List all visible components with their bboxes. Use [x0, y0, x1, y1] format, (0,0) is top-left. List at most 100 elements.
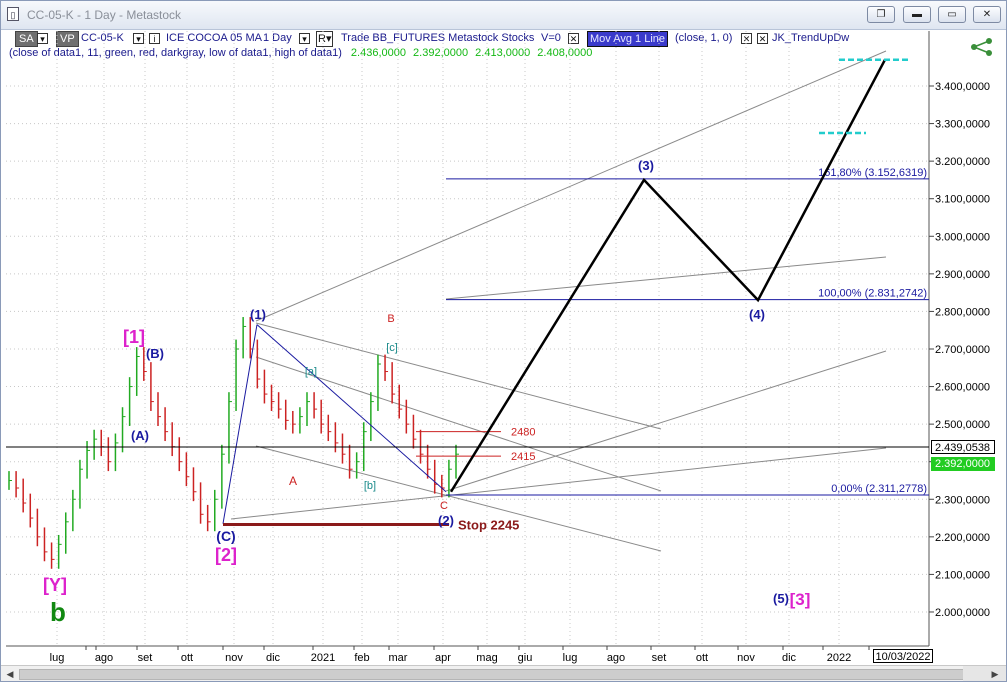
close-icon: ✕: [757, 32, 768, 44]
legend-values: 2.436,0000 2.392,0000 2.413,0000 2.408,0…: [351, 47, 596, 59]
close-button[interactable]: ✕: [973, 6, 1001, 23]
wave-label: (B): [146, 346, 164, 361]
wave-label: A: [289, 474, 297, 488]
remove-trend-button[interactable]: ✕: [757, 31, 768, 45]
instrument-name: ICE COCOA 05 MA: [166, 32, 262, 44]
channel-line: [230, 447, 887, 520]
y-tick-label: 2.100,0000: [935, 569, 990, 581]
wave-label: [c]: [386, 342, 398, 354]
channel-line: [445, 350, 887, 492]
share-icon[interactable]: [969, 37, 995, 57]
remove-volume-button[interactable]: ✕: [568, 31, 579, 45]
scroll-grip: [963, 666, 1006, 681]
document-icon: ▯: [7, 7, 19, 21]
volume-label: V=0: [541, 32, 561, 44]
sa-button[interactable]: SA: [15, 31, 38, 47]
indicator-mov-avg[interactable]: Mov Avg 1 Line: [587, 31, 669, 47]
chevron-down-icon: ▾: [37, 32, 48, 44]
y-tick-label: 3.300,0000: [935, 119, 990, 131]
y-tick-label: 3.100,0000: [935, 194, 990, 206]
chevron-down-icon: ▾: [133, 32, 144, 44]
x-tick-label: giu: [518, 652, 533, 664]
wave-line: [256, 324, 447, 493]
y-tick-label: 2.600,0000: [935, 382, 990, 394]
wave-label: (3): [638, 158, 654, 173]
wave-label: B: [387, 313, 394, 325]
vp-button[interactable]: VP: [56, 31, 79, 47]
wave-label: [1]: [123, 327, 145, 347]
channel-line: [445, 256, 887, 300]
symbol-dropdown[interactable]: ▾: [133, 31, 144, 45]
scroll-right-icon[interactable]: ▶: [991, 669, 999, 679]
minimize-icon: ▬: [912, 9, 922, 20]
wave-label: (1): [250, 307, 266, 322]
resistance-label: 2480: [511, 427, 535, 439]
legend-value: 2.408,0000: [537, 47, 593, 59]
scroll-thumb[interactable]: [19, 669, 981, 680]
y-tick-label: 3.200,0000: [935, 156, 990, 168]
legend-value: 2.436,0000: [350, 47, 406, 59]
projection-path: [449, 59, 887, 493]
fib-level-label: 161,80% (3.152,6319): [818, 167, 927, 179]
legend-text: (close of data1, 11, green, red, darkgra…: [9, 47, 342, 59]
price-chart[interactable]: 3.400,0000 3.300,0000 3.200,0000 3.100,0000…: [1, 1, 1006, 665]
x-tick-label: 2021: [311, 652, 335, 664]
close-icon: ✕: [568, 32, 579, 44]
x-tick-label: lug: [563, 652, 578, 664]
fib-level-label: 100,00% (2.831,2742): [818, 288, 927, 300]
channel-line: [255, 445, 662, 552]
y-tick-label: 2.700,0000: [935, 344, 990, 356]
y-tick-label: 3.400,0000: [935, 81, 990, 93]
price-marker: 2.439,0538: [931, 440, 995, 454]
last-price-marker: 2.392,0000: [931, 457, 995, 471]
x-tick-label: ago: [95, 652, 113, 664]
x-tick-label: apr: [435, 652, 451, 664]
maximize-icon: ▭: [947, 9, 957, 20]
wave-label: (4): [749, 307, 765, 322]
sa-dropdown[interactable]: ▾: [37, 31, 48, 45]
wave-label: [b]: [364, 480, 376, 492]
indicator-trend[interactable]: JK_TrendUpDw: [772, 32, 850, 44]
wave-label: (2): [438, 513, 454, 528]
cursor-date: 10/03/2022: [873, 649, 933, 663]
y-tick-label: 2.300,0000: [935, 494, 990, 506]
x-tick-label: ott: [181, 652, 193, 664]
channel-line: [255, 50, 887, 322]
restore-down-button[interactable]: ❐: [867, 6, 895, 23]
wave-label: b: [50, 597, 66, 627]
x-tick-label: lug: [50, 652, 65, 664]
scroll-left-icon[interactable]: ◀: [6, 669, 14, 679]
x-tick-label: set: [652, 652, 667, 664]
horizontal-scrollbar[interactable]: ◀ ▶: [1, 665, 1006, 681]
x-tick-label: nov: [225, 652, 243, 664]
x-tick-label: set: [138, 652, 153, 664]
x-tick-label: mag: [476, 652, 497, 664]
title-bar: ▯ CC-05-K - 1 Day - Metastock ❐ ▬ ▭ ✕: [1, 1, 1006, 30]
restore-icon: ❐: [876, 9, 886, 20]
wave-label: [a]: [305, 366, 317, 378]
r-button[interactable]: R▾: [316, 31, 334, 47]
x-tick-label: 2022: [827, 652, 851, 664]
plot-area: [6, 61, 929, 646]
maximize-button[interactable]: ▭: [938, 6, 966, 23]
symbol-label: CC-05-K: [81, 32, 124, 44]
wave-label: (C): [216, 528, 235, 544]
y-tick-label: 2.500,0000: [935, 419, 990, 431]
wave-label: [3]: [790, 590, 811, 609]
x-tick-label: mar: [389, 652, 408, 664]
r-label: R: [318, 33, 326, 45]
close-icon: ✕: [982, 9, 992, 20]
minimize-button[interactable]: ▬: [903, 6, 931, 23]
info-button[interactable]: i: [149, 31, 160, 45]
y-tick-label: 3.000,0000: [935, 231, 990, 243]
interval-dropdown[interactable]: ▾: [299, 31, 310, 45]
y-tick-label: 2.800,0000: [935, 306, 990, 318]
interval-label: 1 Day: [263, 32, 292, 44]
indicator-legend: (close of data1, 11, green, red, darkgra…: [9, 47, 596, 59]
y-tick-label: 2.200,0000: [935, 532, 990, 544]
fib-level-label: 0,00% (2.311,2778): [831, 483, 927, 495]
x-tick-label: nov: [737, 652, 755, 664]
y-tick-label: 2.900,0000: [935, 269, 990, 281]
x-tick-label: dic: [266, 652, 281, 664]
